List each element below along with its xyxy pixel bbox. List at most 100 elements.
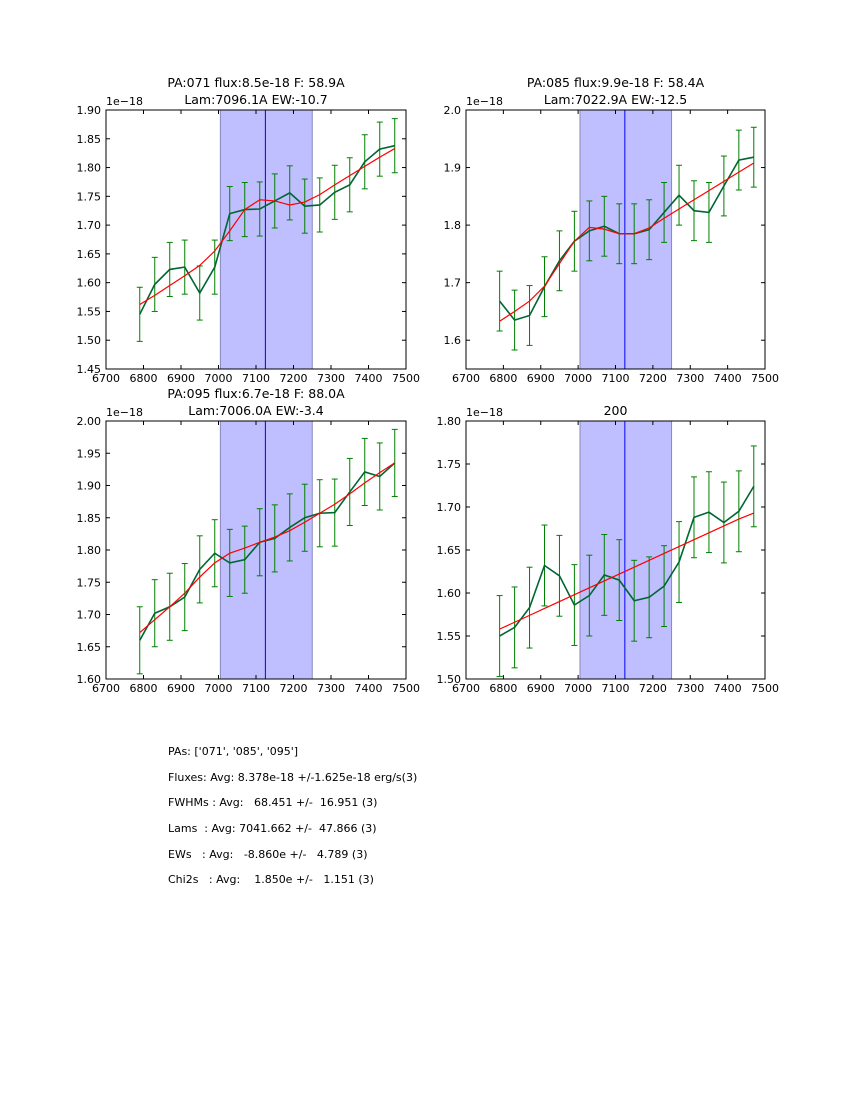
model-series-line (499, 162, 755, 322)
x-tick-label: 6900 (527, 682, 555, 695)
y-tick-label: 1.80 (437, 415, 462, 428)
stats-chi2s: Chi2s : Avg: 1.850e +/- 1.151 (3) (168, 873, 374, 887)
x-tick-label: 7200 (280, 372, 308, 385)
x-tick-label: 6800 (130, 372, 158, 385)
x-tick-label: 7200 (639, 372, 667, 385)
x-tick-label: 6700 (92, 682, 120, 695)
subplot-title: Lam:7006.0A EW:-3.4 (188, 403, 323, 418)
x-tick-label: 6800 (489, 682, 517, 695)
y-tick-label: 1.60 (77, 277, 102, 290)
model-series-line (139, 462, 396, 634)
data-series-line (499, 485, 755, 637)
y-tick-label: 1.70 (77, 219, 102, 232)
x-tick-label: 7200 (280, 682, 308, 695)
y-tick-label: 1.8 (444, 219, 462, 232)
y-tick-label: 1.65 (77, 248, 102, 261)
y-tick-label: 1.70 (77, 609, 102, 622)
shaded-line-window (579, 420, 673, 680)
x-tick-label: 7000 (205, 682, 233, 695)
subplot-title: PA:085 flux:9.9e-18 F: 58.4A (527, 75, 705, 90)
y-tick-label: 1.55 (77, 305, 102, 318)
y-tick-label: 1.70 (437, 501, 462, 514)
subplot-title: Lam:7096.1A EW:-10.7 (184, 92, 327, 107)
x-tick-label: 6900 (527, 372, 555, 385)
x-tick-label: 7100 (242, 372, 270, 385)
y-tick-label: 1.55 (437, 630, 462, 643)
x-tick-label: 7500 (751, 682, 779, 695)
x-tick-label: 6900 (167, 682, 195, 695)
y-tick-label: 1.45 (77, 363, 102, 376)
y-offset-label: 1e−18 (106, 406, 143, 419)
x-tick-label: 7500 (392, 682, 420, 695)
x-tick-label: 6800 (130, 682, 158, 695)
y-offset-label: 1e−18 (466, 406, 503, 419)
y-offset-label: 1e−18 (466, 95, 503, 108)
y-tick-label: 1.80 (77, 544, 102, 557)
x-tick-label: 7400 (355, 372, 383, 385)
x-tick-label: 7100 (242, 682, 270, 695)
y-tick-label: 1.50 (437, 673, 462, 686)
y-tick-label: 1.60 (77, 673, 102, 686)
subplot-1: 6700 6800 6900 7000 7100 7200 7300 7400 7500 1.45… (77, 75, 421, 385)
data-series-line (139, 144, 395, 315)
stats-panel: PAs: ['071', '085', '095'] Fluxes: Avg: … (168, 745, 417, 899)
x-tick-label: 7400 (714, 372, 742, 385)
x-tick-label: 7300 (317, 372, 345, 385)
subplot-title: PA:095 flux:6.7e-18 F: 88.0A (167, 386, 345, 401)
x-tick-label: 6700 (92, 372, 120, 385)
x-tick-label: 7300 (676, 682, 704, 695)
x-tick-label: 7200 (639, 682, 667, 695)
stats-fwhms: FWHMs : Avg: 68.451 +/- 16.951 (3) (168, 796, 378, 810)
data-series-line (139, 462, 396, 641)
shaded-line-window (219, 109, 313, 370)
model-series-line (139, 148, 396, 306)
subplot-4: 6700 6800 6900 7000 7100 7200 7300 7400 7500 1.50… (437, 403, 780, 695)
y-tick-label: 1.7 (444, 277, 462, 290)
x-tick-label: 6900 (167, 372, 195, 385)
subplot-2: 6700 6800 6900 7000 7100 7200 7300 7400 7500 1.6 1… (444, 75, 780, 385)
y-tick-label: 1.50 (77, 334, 102, 347)
stats-fluxes: Fluxes: Avg: 8.378e-18 +/-1.625e-18 erg/… (168, 770, 418, 784)
y-tick-label: 1.65 (437, 544, 462, 557)
y-tick-label: 1.90 (77, 480, 102, 493)
x-tick-label: 7000 (564, 682, 592, 695)
x-tick-label: 6700 (452, 682, 480, 695)
x-tick-label: 7300 (317, 682, 345, 695)
x-tick-label: 7000 (205, 372, 233, 385)
y-tick-label: 1.80 (77, 162, 102, 175)
y-tick-label: 1.75 (77, 576, 102, 589)
y-tick-label: 1.65 (77, 641, 102, 654)
y-tick-label: 1.95 (77, 447, 102, 460)
y-tick-label: 2.00 (77, 415, 102, 428)
x-tick-label: 6700 (452, 372, 480, 385)
x-tick-label: 7500 (751, 372, 779, 385)
subplot-title: Lam:7022.9A EW:-12.5 (544, 92, 687, 107)
y-tick-label: 1.75 (77, 190, 102, 203)
x-tick-label: 7100 (602, 372, 630, 385)
y-tick-label: 1.60 (437, 587, 462, 600)
model-series-line (499, 512, 755, 630)
y-tick-label: 1.75 (437, 458, 462, 471)
x-tick-label: 7400 (355, 682, 383, 695)
x-tick-label: 7500 (392, 372, 420, 385)
y-tick-label: 1.85 (77, 133, 102, 146)
y-tick-label: 1.85 (77, 512, 102, 525)
stats-ews: EWs : Avg: -8.860e +/- 4.789 (3) (168, 847, 368, 861)
shaded-line-window (579, 109, 673, 370)
x-tick-label: 7100 (602, 682, 630, 695)
x-tick-label: 7300 (676, 372, 704, 385)
x-tick-label: 7400 (714, 682, 742, 695)
stats-pas: PAs: ['071', '085', '095'] (168, 745, 299, 758)
subplot-title: 200 (604, 403, 628, 418)
shaded-line-window (219, 420, 313, 680)
subplot-title: PA:071 flux:8.5e-18 F: 58.9A (167, 75, 345, 90)
y-tick-label: 1.6 (444, 334, 462, 347)
y-tick-label: 2.0 (444, 104, 462, 117)
y-offset-label: 1e−18 (106, 95, 143, 108)
y-tick-label: 1.9 (444, 162, 462, 175)
y-tick-label: 1.90 (77, 104, 102, 117)
subplot-3: 6700 6800 6900 7000 7100 7200 7300 7400 7500 1.60… (77, 386, 421, 695)
x-tick-label: 6800 (489, 372, 517, 385)
x-tick-label: 7000 (564, 372, 592, 385)
